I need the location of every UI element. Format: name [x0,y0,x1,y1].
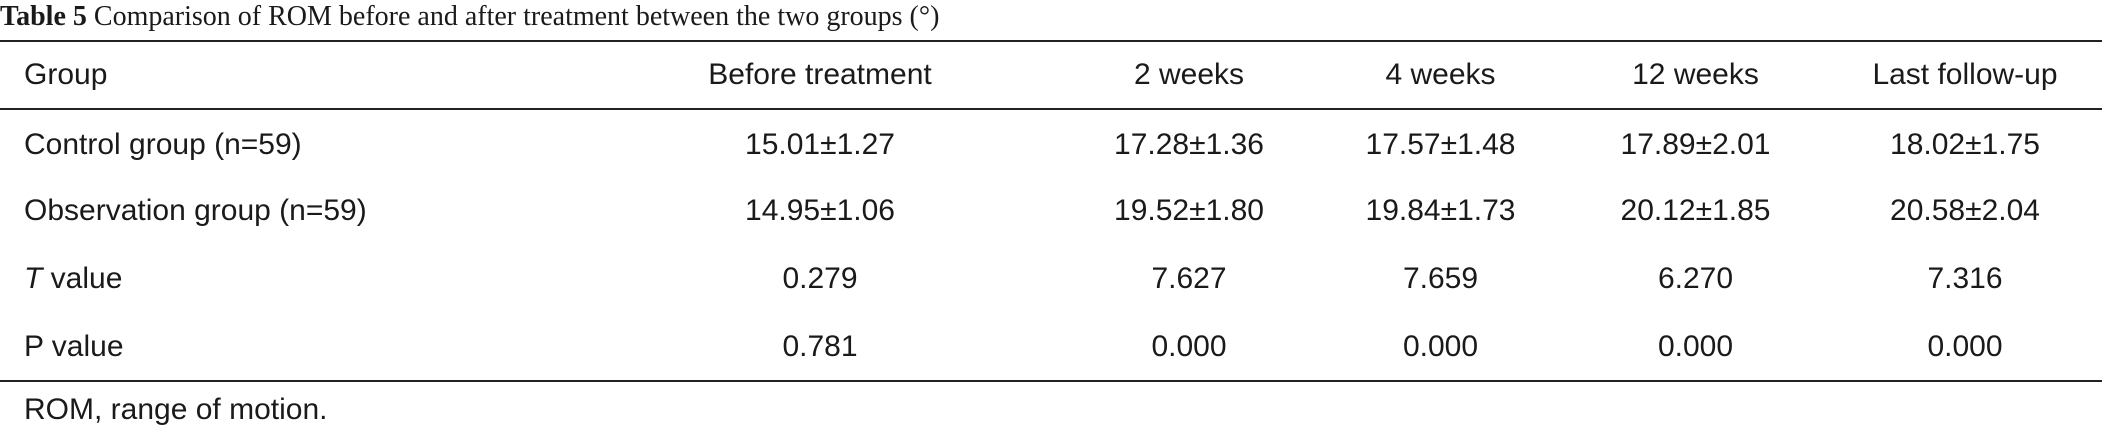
header-group: Group [24,58,108,91]
row-label: T value [0,245,580,313]
header-before-treatment: Before treatment [708,58,932,91]
row-label: P value [24,329,124,363]
table-cell: 20.12±1.85 [1620,194,1771,227]
table-cell: 17.57±1.48 [1365,127,1516,161]
table-footnote: ROM, range of motion. [24,393,328,426]
rom-comparison-table: Group Before treatment 2 weeks 4 weeks 1… [0,40,2102,382]
table-cell: 6.270 [1657,262,1734,295]
row-label: Observation group (n=59) [24,194,367,227]
table-cell: 0.000 [1927,329,2003,363]
table-row-p-value: P value 0.781 0.000 0.000 0.000 0.000 [0,313,2102,381]
table-header-row: Group Before treatment 2 weeks 4 weeks 1… [0,41,2102,109]
table-cell: 14.95±1.06 [745,194,895,227]
table-cell: 0.000 [1151,329,1227,363]
table-caption-label: Table 5 [0,1,87,32]
header-last-follow-up: Last follow-up [1872,58,2058,91]
table-cell: 19.52±1.80 [1114,194,1264,227]
table-cell: 0.000 [1657,329,1734,363]
table-cell: 7.627 [1151,262,1227,295]
table-cell: 19.84±1.73 [1365,194,1516,227]
table-row-observation: Observation group (n=59) 14.95±1.06 19.5… [0,177,2102,245]
table-cell: 17.28±1.36 [1114,127,1264,161]
table-caption-text: Comparison of ROM before and after treat… [93,1,940,32]
header-4-weeks: 4 weeks [1385,58,1496,91]
row-label: Control group (n=59) [24,127,302,161]
header-2-weeks: 2 weeks [1133,58,1245,91]
table-cell: 20.58±2.04 [1890,194,2040,227]
table-row-t-value: T value 0.279 7.627 7.659 6.270 7.316 [0,245,2102,313]
table-cell: 0.279 [782,262,858,295]
table-cell: 17.89±2.01 [1620,127,1771,161]
table-cell: 18.02±1.75 [1890,127,2040,161]
table-row-control: Control group (n=59) 15.01±1.27 17.28±1.… [0,109,2102,177]
table-cell: 15.01±1.27 [745,127,895,161]
table-cell: 7.316 [1927,262,2003,295]
table-cell: 0.000 [1402,329,1479,363]
header-12-weeks: 12 weeks [1632,58,1759,91]
row-label-rest: value [42,262,123,295]
table-caption: Table 5 Comparison of ROM before and aft… [0,0,939,40]
table-cell: 0.781 [782,329,858,363]
table-cell: 7.659 [1402,262,1479,295]
row-label-italic: T [24,262,43,295]
